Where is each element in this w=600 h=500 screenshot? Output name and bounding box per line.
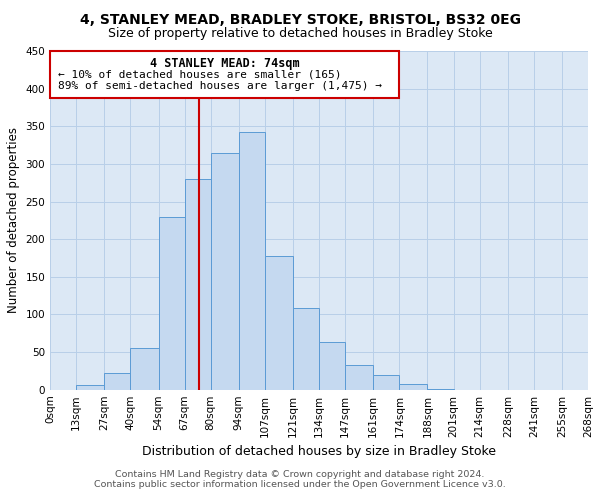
Bar: [211, 152, 239, 390]
Bar: [158, 216, 185, 390]
Bar: [400, 384, 427, 390]
FancyBboxPatch shape: [50, 51, 400, 98]
Bar: [345, 365, 373, 390]
Y-axis label: Number of detached properties: Number of detached properties: [7, 128, 20, 314]
Bar: [265, 256, 293, 390]
Text: 89% of semi-detached houses are larger (1,475) →: 89% of semi-detached houses are larger (…: [58, 81, 382, 91]
Text: Size of property relative to detached houses in Bradley Stoke: Size of property relative to detached ho…: [107, 28, 493, 40]
Text: 4 STANLEY MEAD: 74sqm: 4 STANLEY MEAD: 74sqm: [150, 57, 299, 70]
Text: ← 10% of detached houses are smaller (165): ← 10% of detached houses are smaller (16…: [58, 69, 341, 79]
Bar: [293, 308, 319, 390]
Bar: [104, 373, 130, 390]
Bar: [373, 376, 400, 390]
Bar: [427, 389, 454, 390]
Text: Contains HM Land Registry data © Crown copyright and database right 2024.
Contai: Contains HM Land Registry data © Crown c…: [94, 470, 506, 489]
Bar: [319, 342, 345, 390]
Bar: [130, 348, 158, 390]
Bar: [185, 179, 211, 390]
Bar: [239, 132, 265, 390]
Bar: [76, 385, 104, 390]
Text: 4, STANLEY MEAD, BRADLEY STOKE, BRISTOL, BS32 0EG: 4, STANLEY MEAD, BRADLEY STOKE, BRISTOL,…: [79, 12, 521, 26]
X-axis label: Distribution of detached houses by size in Bradley Stoke: Distribution of detached houses by size …: [142, 445, 496, 458]
